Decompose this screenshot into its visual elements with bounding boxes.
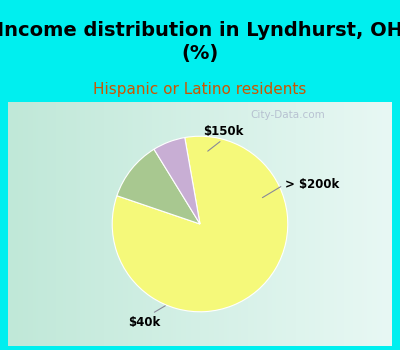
Wedge shape — [117, 149, 200, 224]
Text: $40k: $40k — [128, 316, 161, 329]
Text: > $200k: > $200k — [285, 178, 339, 191]
Text: Hispanic or Latino residents: Hispanic or Latino residents — [93, 82, 307, 97]
Text: City-Data.com: City-Data.com — [251, 111, 325, 120]
Text: $150k: $150k — [203, 125, 243, 138]
Wedge shape — [112, 136, 288, 312]
Text: Income distribution in Lyndhurst, OH
(%): Income distribution in Lyndhurst, OH (%) — [0, 21, 400, 63]
Wedge shape — [154, 138, 200, 224]
